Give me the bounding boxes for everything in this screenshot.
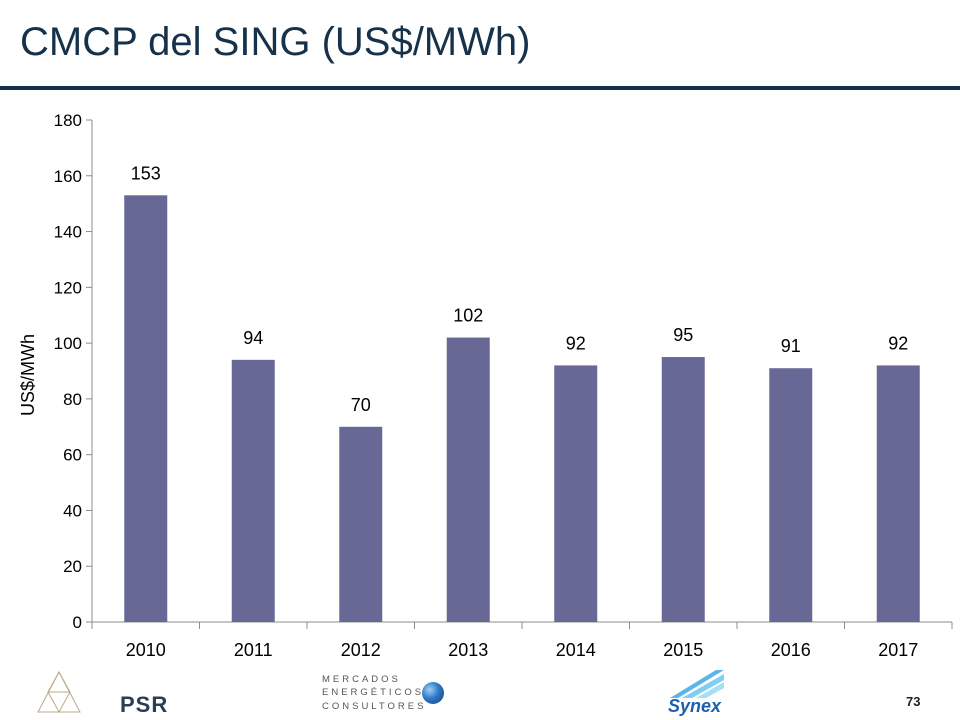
synex-logo: Synex [660, 664, 730, 718]
data-label-2013: 102 [453, 306, 483, 326]
slide-title: CMCP del SING (US$/MWh) [20, 20, 531, 64]
bar-2012 [339, 426, 383, 622]
page-number: 73 [906, 694, 921, 709]
bar-2017 [876, 365, 920, 622]
bar-chart: 0 20 40 60 80 100 120 140 160 180 US$/MWh 153 2010 94… [18, 111, 953, 660]
y-tick-label: 140 [54, 223, 82, 242]
data-label-2015: 95 [673, 325, 693, 345]
y-tick-label: 20 [63, 557, 82, 576]
psr-text: PSR [120, 692, 169, 717]
y-tick-label: 100 [54, 334, 82, 353]
bar-2014 [554, 365, 598, 622]
x-tick-label-2017: 2017 [878, 640, 918, 660]
data-label-2011: 94 [243, 328, 263, 348]
bar-2010 [124, 195, 168, 623]
x-tick-label-2016: 2016 [771, 640, 811, 660]
data-label-2012: 70 [351, 395, 371, 415]
data-label-2010: 153 [131, 163, 161, 183]
synex-text: Synex [668, 696, 722, 716]
psr-triangle-icon [37, 670, 81, 714]
globe-icon [422, 682, 444, 704]
x-tick-label-2012: 2012 [341, 640, 381, 660]
title-divider [0, 86, 960, 90]
footer: PSR MERCADOS ENERGÉTICOS CONSULTORES Syn… [0, 660, 960, 720]
bar-2015 [661, 357, 705, 622]
y-tick-label: 180 [54, 111, 82, 130]
y-tick-label: 40 [63, 501, 82, 520]
data-label-2014: 92 [566, 333, 586, 353]
x-tick-label-2010: 2010 [126, 640, 166, 660]
bar-2013 [446, 337, 490, 622]
y-axis-label: US$/MWh [18, 334, 38, 416]
y-tick-label: 120 [54, 278, 82, 297]
data-label-2016: 91 [781, 336, 801, 356]
y-tick-label: 160 [54, 167, 82, 186]
mec-line-2: ENERGÉTICOS [322, 687, 425, 698]
synex-stripes-icon [670, 670, 724, 698]
y-tick-label: 60 [63, 446, 82, 465]
mec-line-1: MERCADOS [322, 674, 401, 685]
y-tick-label: 80 [63, 390, 82, 409]
psr-logo: PSR [36, 668, 169, 718]
mercados-energeticos-logo: MERCADOS ENERGÉTICOS CONSULTORES [322, 674, 452, 718]
x-tick-label-2014: 2014 [556, 640, 596, 660]
x-tick-label-2015: 2015 [663, 640, 703, 660]
x-tick-label-2011: 2011 [234, 640, 273, 660]
bar-2016 [769, 368, 813, 622]
x-tick-label-2013: 2013 [448, 640, 488, 660]
bar-2011 [231, 359, 275, 622]
mec-line-3: CONSULTORES [322, 701, 427, 712]
y-tick-label: 0 [73, 613, 82, 632]
data-label-2017: 92 [888, 333, 908, 353]
